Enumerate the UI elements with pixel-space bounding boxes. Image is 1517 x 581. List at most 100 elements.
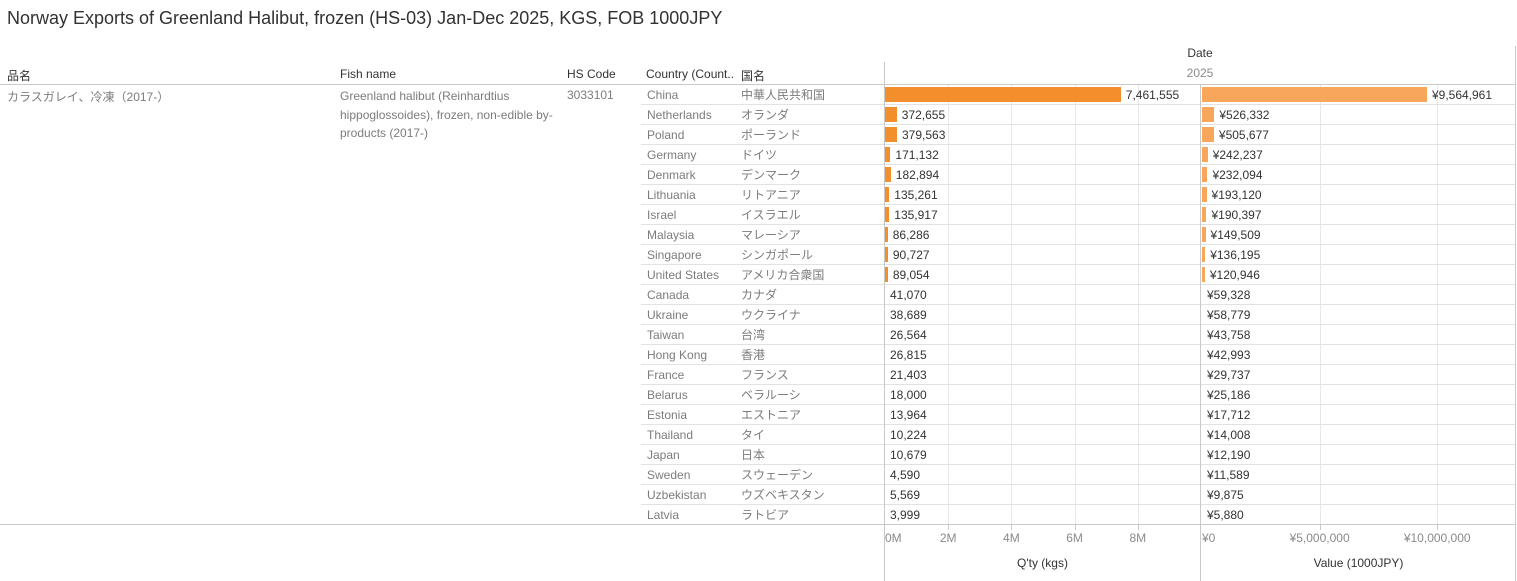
right-border (1515, 46, 1516, 581)
qty-value-label: 41,070 (890, 288, 927, 302)
country-jp-cell[interactable]: ベラルーシ (741, 388, 801, 402)
value-bar[interactable] (1202, 207, 1207, 222)
value-amount-label: ¥29,737 (1207, 368, 1251, 382)
country-jp-cell[interactable]: 中華人民共和国 (741, 88, 826, 102)
qty-value-label: 5,569 (890, 488, 921, 502)
qty-value-label: 7,461,555 (1125, 88, 1180, 102)
table-row: Canada カナダ 41,070 ¥59,328 (0, 285, 1517, 305)
qty-bar[interactable] (885, 227, 888, 242)
country-jp-cell[interactable]: マレーシア (741, 228, 801, 242)
row-separator (641, 264, 1516, 265)
row-separator (641, 164, 1516, 165)
country-name-cell[interactable]: Uzbekistan (647, 488, 707, 502)
value-bar[interactable] (1202, 187, 1207, 202)
qty-bar[interactable] (885, 207, 890, 222)
value-bar[interactable] (1202, 267, 1205, 282)
qty-bar[interactable] (885, 107, 897, 122)
country-name-cell[interactable]: Lithuania (647, 188, 696, 202)
qty-bar[interactable] (885, 187, 890, 202)
header-divider (0, 84, 1516, 85)
country-name-cell[interactable]: Poland (647, 128, 685, 142)
table-row: Singapore シンガポール 90,727 ¥136,195 (0, 245, 1517, 265)
row-separator (641, 224, 1516, 225)
country-name-cell[interactable]: Latvia (647, 508, 680, 522)
qty-value-label: 10,679 (890, 448, 927, 462)
qty-bar[interactable] (885, 147, 891, 162)
date-field-header[interactable]: Date (1187, 46, 1213, 60)
value-bar[interactable] (1202, 227, 1206, 242)
country-jp-cell[interactable]: アメリカ合衆国 (741, 268, 825, 282)
country-jp-cell[interactable]: ラトビア (741, 508, 790, 522)
value-bar[interactable] (1202, 87, 1427, 102)
country-name-cell[interactable]: Malaysia (647, 228, 695, 242)
row-separator (641, 124, 1516, 125)
country-name-cell[interactable]: Israel (647, 208, 677, 222)
qty-bar[interactable] (885, 267, 888, 282)
country-jp-cell[interactable]: 台湾 (741, 328, 766, 342)
country-name-cell[interactable]: Sweden (647, 468, 691, 482)
country-jp-cell[interactable]: オランダ (741, 108, 790, 122)
country-jp-cell[interactable]: ウクライナ (741, 308, 801, 322)
column-header-hs-code[interactable]: HS Code (567, 67, 616, 81)
country-jp-cell[interactable]: スウェーデン (741, 468, 814, 482)
value-bar[interactable] (1202, 147, 1208, 162)
country-name-cell[interactable]: Estonia (647, 408, 688, 422)
country-jp-cell[interactable]: 香港 (741, 348, 766, 362)
country-name-cell[interactable]: China (647, 88, 679, 102)
axis-tick-label: 0M (885, 531, 902, 545)
axis-tick (948, 524, 950, 530)
row-separator (641, 284, 1516, 285)
country-name-cell[interactable]: Taiwan (647, 328, 685, 342)
qty-panel-left-border (884, 62, 885, 581)
country-name-cell[interactable]: Germany (647, 148, 697, 162)
qty-bar[interactable] (885, 87, 1121, 102)
value-bar[interactable] (1202, 127, 1214, 142)
row-separator (641, 144, 1516, 145)
country-jp-cell[interactable]: ポーランド (741, 128, 802, 142)
country-jp-cell[interactable]: シンガポール (741, 248, 814, 262)
country-jp-cell[interactable]: ドイツ (741, 148, 778, 162)
country-name-cell[interactable]: Belarus (647, 388, 688, 402)
value-bar[interactable] (1202, 167, 1208, 182)
country-jp-cell[interactable]: フランス (741, 368, 789, 382)
country-name-cell[interactable]: Ukraine (647, 308, 689, 322)
country-jp-cell[interactable]: カナダ (741, 288, 778, 302)
table-row: China 中華人民共和国 7,461,555 ¥9,564,961 (0, 85, 1517, 105)
country-jp-cell[interactable]: エストニア (741, 408, 802, 422)
country-name-cell[interactable]: United States (647, 268, 720, 282)
qty-value-label: 89,054 (892, 268, 930, 282)
qty-bar[interactable] (885, 127, 897, 142)
country-jp-cell[interactable]: 日本 (741, 448, 766, 462)
country-jp-cell[interactable]: タイ (741, 428, 766, 442)
qty-bar[interactable] (885, 247, 888, 262)
country-name-cell[interactable]: Japan (647, 448, 680, 462)
value-amount-label: ¥242,237 (1212, 148, 1263, 162)
panel-divider (1200, 84, 1201, 581)
value-bar[interactable] (1202, 247, 1206, 262)
country-jp-cell[interactable]: イスラエル (741, 208, 801, 222)
axis-tick (1137, 524, 1139, 530)
year-column-header[interactable]: 2025 (1186, 66, 1214, 80)
qty-value-label: 21,403 (890, 368, 927, 382)
country-name-cell[interactable]: Singapore (647, 248, 702, 262)
table-row: Latvia ラトビア 3,999 ¥5,880 (0, 505, 1517, 525)
country-name-cell[interactable]: France (647, 368, 685, 382)
country-name-cell[interactable]: Thailand (647, 428, 694, 442)
country-jp-cell[interactable]: ウズベキスタン (741, 488, 825, 502)
product-name-cell: カラスガレイ、冷凍（2017-） (7, 90, 170, 104)
value-bar[interactable] (1202, 107, 1215, 122)
country-name-cell[interactable]: Netherlands (647, 108, 712, 122)
value-amount-label: ¥193,120 (1211, 188, 1262, 202)
qty-bar[interactable] (885, 167, 891, 182)
column-header-country-jp[interactable]: 国名 (741, 69, 766, 83)
column-header-country[interactable]: Country (Count.. (646, 67, 735, 81)
column-header-product-name[interactable]: 品名 (7, 69, 32, 83)
country-jp-cell[interactable]: デンマーク (741, 168, 802, 182)
column-header-fish-name[interactable]: Fish name (340, 67, 397, 81)
country-name-cell[interactable]: Denmark (647, 168, 696, 182)
row-separator (641, 384, 1516, 385)
country-name-cell[interactable]: Hong Kong (647, 348, 708, 362)
country-jp-cell[interactable]: リトアニア (741, 188, 801, 202)
value-amount-label: ¥526,332 (1219, 108, 1270, 122)
country-name-cell[interactable]: Canada (647, 288, 690, 302)
